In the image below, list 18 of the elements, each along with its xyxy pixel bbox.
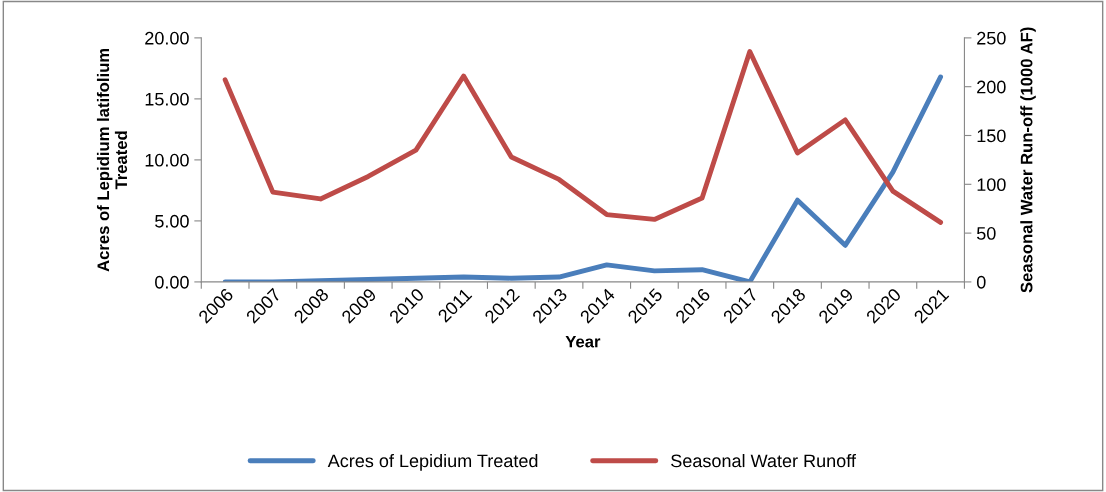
legend-label: Acres of Lepidium Treated [327,454,538,471]
y-axis-title: Acres of Lepidium latifolium Treated [96,48,128,272]
y2-tick-label: 150 [977,129,1006,143]
y2-tick-label: 50 [976,227,996,240]
y2-tick-label: 100 [977,178,1006,192]
line-series [222,74,944,282]
y-tick-label: 10.00 [145,153,189,167]
y-tick-label: 0.00 [155,275,189,289]
y2-axis-title: Seasonal Water Run-off (1000 AF) [1020,27,1036,293]
y-tick-label: 15.00 [145,92,189,106]
y2-tick-label: 250 [977,31,1006,45]
y-tick-label: 20.00 [145,31,189,45]
y2-tick-label: 0 [976,275,986,289]
y-tick-label: 5.00 [155,214,189,228]
x-axis-title: Year [565,335,601,348]
y2-tick-label: 200 [977,80,1006,94]
line-series [222,49,944,225]
legend-label: Seasonal Water Runoff [671,454,856,468]
